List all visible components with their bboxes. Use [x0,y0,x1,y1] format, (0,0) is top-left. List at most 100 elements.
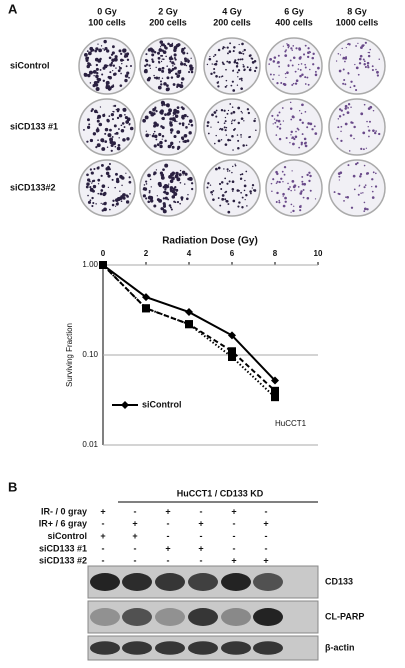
band [253,573,283,591]
colony [109,140,113,145]
sign: + [231,556,236,566]
colony [277,54,280,57]
colony [159,80,163,83]
colony [247,111,251,115]
colony [237,76,239,78]
colony [231,106,234,108]
colony [143,69,148,74]
colony [236,84,239,86]
colony [124,74,129,78]
colony [167,111,171,116]
colony [301,73,304,76]
colony [180,62,184,66]
colony [359,184,361,186]
colony [110,149,113,152]
colony [126,58,130,61]
colony [241,196,244,199]
colony [221,194,225,197]
colony [238,43,240,46]
colony [238,69,240,71]
colony [125,120,130,124]
sign: - [167,519,170,529]
colony [376,74,380,77]
colony [219,128,221,131]
colony [226,85,228,87]
colony [176,120,178,123]
colony [105,80,110,85]
condition-label: IR- / 0 gray [41,506,87,516]
colony [158,78,160,80]
colony [149,178,152,181]
colony [171,176,175,181]
colony [97,166,100,168]
colony [282,204,286,208]
colony [246,66,249,69]
colony [371,178,374,181]
colony [186,139,190,143]
colony [149,67,151,70]
colony [96,117,99,120]
colony [157,56,161,60]
colony [124,113,126,116]
colony [171,121,173,123]
colony [157,181,162,186]
colony [106,119,110,123]
colony [148,191,151,194]
colony [92,69,97,74]
sign: - [265,506,268,516]
colony [236,71,239,74]
colony [115,202,119,206]
colony [92,202,95,205]
sign: + [198,519,203,529]
colony [169,123,173,127]
blot-label: CD133 [325,576,353,586]
sign: - [102,556,105,566]
colony [372,171,375,174]
band [122,573,152,591]
annotation: HuCCT1 [275,419,307,428]
colony [359,173,363,176]
colony [354,63,356,66]
column-header: 400 cells [275,17,313,27]
colony [275,201,278,204]
colony [231,80,234,83]
colony [164,113,167,117]
colony [91,204,94,208]
colony [269,58,273,61]
colony [240,191,242,194]
colony [172,115,174,117]
colony [181,122,185,126]
colony [339,176,341,178]
colony [360,192,362,194]
colony [181,170,186,175]
colony [175,72,178,76]
colony [155,169,158,171]
colony [312,63,315,66]
colony [143,187,148,191]
band [155,641,185,655]
colony [295,47,298,50]
colony [246,205,248,207]
colony [350,106,352,109]
colony [99,68,102,71]
colony [215,167,218,171]
colony [173,134,177,139]
data-point [228,353,236,362]
colony [88,70,93,75]
sign: - [134,556,137,566]
plate [328,37,386,95]
sign: + [165,543,170,553]
colony [345,196,347,199]
column-header: 6 Gy [284,6,304,16]
colony [298,110,301,112]
colony [113,124,117,128]
colony [337,118,340,120]
colony [173,66,177,70]
colony [98,122,103,127]
colony [274,121,277,124]
colony [281,170,284,173]
colony [249,190,252,193]
colony [232,50,235,53]
colony [98,48,102,53]
colony [176,130,181,135]
